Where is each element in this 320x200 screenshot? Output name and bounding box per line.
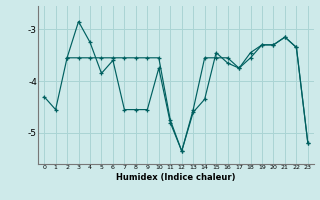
X-axis label: Humidex (Indice chaleur): Humidex (Indice chaleur) <box>116 173 236 182</box>
